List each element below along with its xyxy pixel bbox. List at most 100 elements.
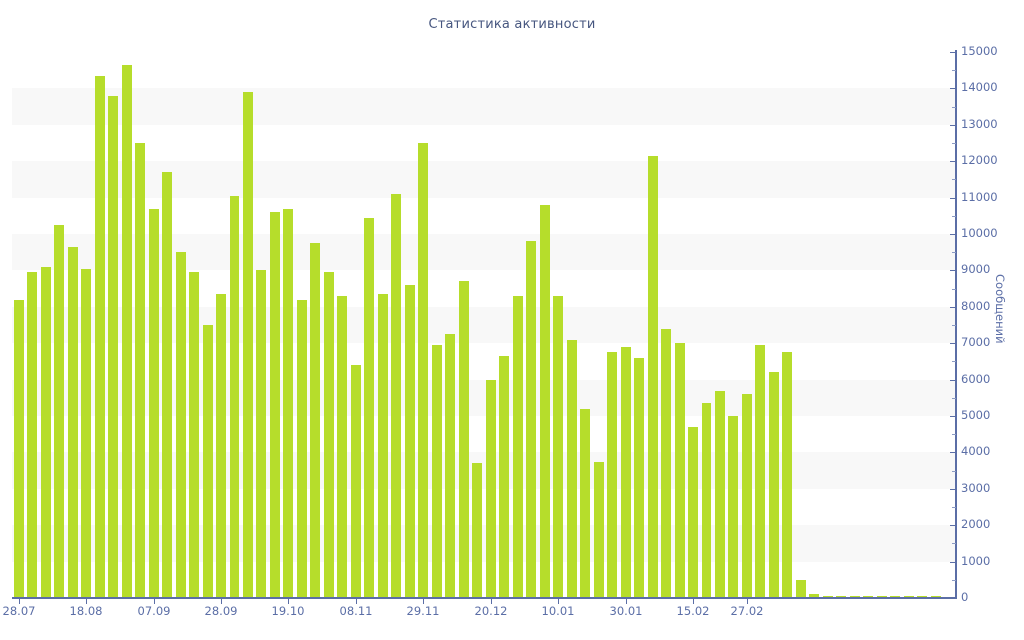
bar[interactable] xyxy=(418,143,429,598)
bar[interactable] xyxy=(54,224,65,598)
bar[interactable] xyxy=(283,208,294,598)
bar[interactable] xyxy=(701,403,712,598)
x-axis-line xyxy=(12,597,956,599)
bar[interactable] xyxy=(458,281,469,598)
y-axis-minor-tick xyxy=(952,143,956,144)
bar[interactable] xyxy=(377,294,388,598)
y-axis-tick-label: 6000 xyxy=(961,372,991,386)
bar[interactable] xyxy=(445,334,456,598)
bar[interactable] xyxy=(795,579,806,598)
x-axis-tick-label: 07.09 xyxy=(137,604,171,618)
bar[interactable] xyxy=(647,155,658,598)
bar[interactable] xyxy=(566,339,577,598)
y-axis-minor-tick xyxy=(952,325,956,326)
bar[interactable] xyxy=(350,365,361,598)
bar[interactable] xyxy=(593,461,604,598)
x-axis-tick xyxy=(747,598,748,604)
bar[interactable] xyxy=(13,299,24,598)
bar[interactable] xyxy=(175,252,186,598)
bar[interactable] xyxy=(67,246,78,598)
y-axis-tick xyxy=(950,52,956,53)
bar[interactable] xyxy=(607,352,618,598)
bar[interactable] xyxy=(539,204,550,598)
bar[interactable] xyxy=(216,294,226,598)
bar[interactable] xyxy=(296,299,307,598)
bar[interactable] xyxy=(634,357,645,598)
bar[interactable] xyxy=(323,272,334,598)
bar[interactable] xyxy=(310,243,321,598)
x-axis-tick-label: 29.11 xyxy=(406,604,440,618)
bar[interactable] xyxy=(256,270,267,598)
y-axis-minor-tick xyxy=(952,543,956,544)
bar[interactable] xyxy=(189,272,200,598)
bar[interactable] xyxy=(431,345,442,598)
bar[interactable] xyxy=(849,595,860,598)
y-axis-minor-tick xyxy=(952,398,956,399)
y-axis-tick-label: 3000 xyxy=(961,481,991,495)
bar[interactable] xyxy=(674,343,685,598)
bar[interactable] xyxy=(40,266,51,598)
bar[interactable] xyxy=(715,390,725,598)
bar[interactable] xyxy=(863,595,874,598)
x-axis-tick-label: 10.01 xyxy=(541,604,575,618)
y-axis-tick-label: 9000 xyxy=(961,262,991,276)
bar[interactable] xyxy=(688,426,698,598)
y-axis-minor-tick xyxy=(952,252,956,253)
bar[interactable] xyxy=(81,268,92,598)
bar[interactable] xyxy=(768,372,779,598)
x-axis-tick-label: 18.08 xyxy=(69,604,103,618)
bar[interactable] xyxy=(269,212,280,598)
y-axis-tick-label: 0 xyxy=(961,590,969,604)
y-axis-minor-tick xyxy=(952,107,956,108)
plot-area xyxy=(12,52,956,598)
bar[interactable] xyxy=(243,92,253,598)
y-axis-tick-label: 5000 xyxy=(961,408,991,422)
bar[interactable] xyxy=(782,352,793,598)
bar[interactable] xyxy=(135,143,146,598)
y-axis-tick xyxy=(950,234,956,235)
x-axis-tick xyxy=(288,598,289,604)
x-axis-tick xyxy=(356,598,357,604)
y-axis-minor-tick xyxy=(952,289,956,290)
bar[interactable] xyxy=(809,594,820,598)
bar[interactable] xyxy=(890,595,901,598)
bar[interactable] xyxy=(108,95,119,598)
y-axis-tick-label: 8000 xyxy=(961,299,991,313)
bar[interactable] xyxy=(553,295,564,598)
bar[interactable] xyxy=(512,295,523,598)
y-axis-minor-tick xyxy=(952,434,956,435)
bar[interactable] xyxy=(485,379,496,598)
bar[interactable] xyxy=(364,217,375,598)
bar[interactable] xyxy=(580,408,591,598)
bar[interactable] xyxy=(202,325,213,598)
bar[interactable] xyxy=(162,172,173,598)
bar[interactable] xyxy=(661,328,672,598)
bar[interactable] xyxy=(404,284,415,598)
bar[interactable] xyxy=(121,64,132,598)
y-axis-tick-label: 12000 xyxy=(961,153,998,167)
bar[interactable] xyxy=(337,295,348,598)
bar[interactable] xyxy=(755,345,766,598)
y-axis-tick-label: 4000 xyxy=(961,444,991,458)
y-axis-tick xyxy=(950,598,956,599)
y-axis-minor-tick xyxy=(952,179,956,180)
bar[interactable] xyxy=(930,595,941,598)
y-axis-tick xyxy=(950,343,956,344)
bar[interactable] xyxy=(148,208,159,598)
bar[interactable] xyxy=(822,595,833,598)
y-axis-tick-label: 11000 xyxy=(961,190,998,204)
bar[interactable] xyxy=(499,355,510,598)
bar[interactable] xyxy=(620,346,631,598)
bar[interactable] xyxy=(94,75,105,598)
x-axis-tick-label: 20.12 xyxy=(474,604,508,618)
bar[interactable] xyxy=(741,394,752,598)
bar[interactable] xyxy=(472,463,483,598)
bar[interactable] xyxy=(526,241,537,598)
bar[interactable] xyxy=(27,272,38,598)
grid-band xyxy=(12,88,956,125)
bar[interactable] xyxy=(903,595,914,598)
bar[interactable] xyxy=(229,195,240,598)
bar[interactable] xyxy=(391,193,402,598)
y-axis-tick xyxy=(950,161,956,162)
bar[interactable] xyxy=(728,416,739,598)
